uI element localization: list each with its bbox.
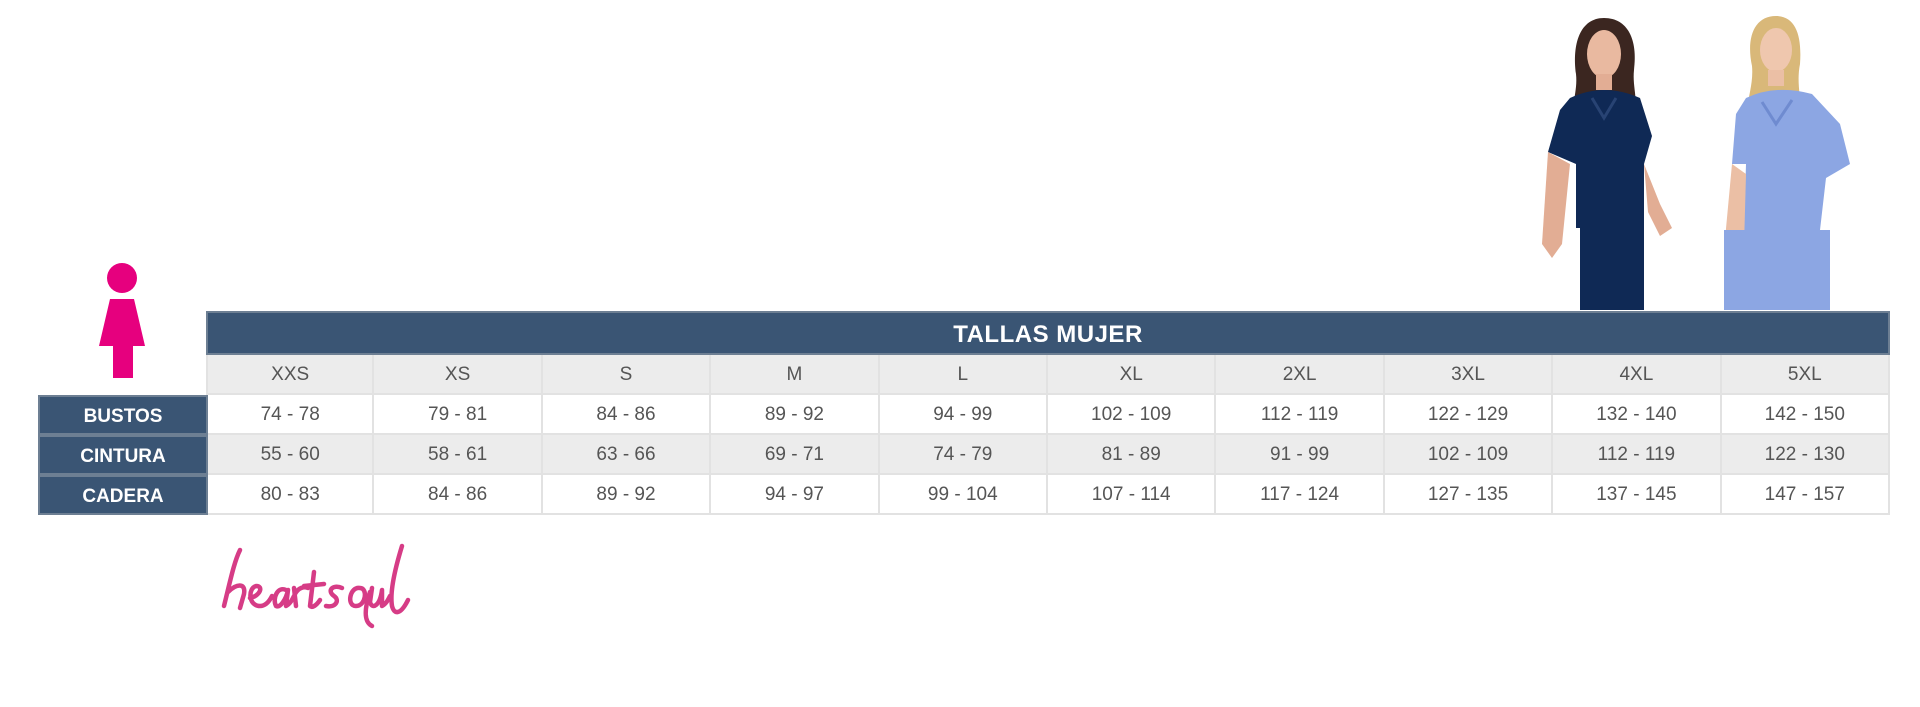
- measure-cell: 112 - 119: [1553, 435, 1722, 475]
- measure-cell: 107 - 114: [1047, 475, 1217, 515]
- row-label-cintura: CINTURA: [38, 435, 208, 475]
- measure-cell: 84 - 86: [374, 475, 543, 515]
- measure-cell: 63 - 66: [542, 435, 712, 475]
- measure-cell: 147 - 157: [1721, 475, 1890, 515]
- size-header-row: XXS XS S M L XL 2XL 3XL 4XL 5XL: [206, 355, 1890, 395]
- size-cell: 5XL: [1721, 355, 1890, 395]
- size-cell: L: [879, 355, 1048, 395]
- measure-cell: 55 - 60: [206, 435, 375, 475]
- measure-cell: 94 - 97: [711, 475, 880, 515]
- measure-cell: 89 - 92: [711, 395, 880, 435]
- measure-cell: 122 - 129: [1384, 395, 1554, 435]
- row-label-cadera: CADERA: [38, 475, 208, 515]
- measure-cell: 80 - 83: [206, 475, 375, 515]
- size-cell: XL: [1047, 355, 1217, 395]
- size-cell: S: [542, 355, 712, 395]
- table-title: TALLAS MUJER: [206, 311, 1890, 355]
- row-labels: BUSTOS CINTURA CADERA: [38, 395, 208, 515]
- measure-cell: 74 - 78: [206, 395, 375, 435]
- measure-cell: 94 - 99: [879, 395, 1048, 435]
- measure-cell: 58 - 61: [374, 435, 543, 475]
- measure-cell: 74 - 79: [879, 435, 1048, 475]
- measure-cell: 81 - 89: [1047, 435, 1217, 475]
- size-cell: 3XL: [1384, 355, 1554, 395]
- size-cell: 2XL: [1216, 355, 1385, 395]
- heartsoul-logo: [221, 543, 411, 629]
- measure-cell: 91 - 99: [1216, 435, 1385, 475]
- measure-cell: 84 - 86: [542, 395, 712, 435]
- woman-figure-icon: [99, 263, 145, 378]
- row-label-bustos: BUSTOS: [38, 395, 208, 435]
- measure-cell: 117 - 124: [1216, 475, 1385, 515]
- measure-cell: 122 - 130: [1721, 435, 1890, 475]
- size-cell: XXS: [206, 355, 375, 395]
- measure-cell: 127 - 135: [1384, 475, 1554, 515]
- measure-cell: 132 - 140: [1553, 395, 1722, 435]
- size-chart-table: TALLAS MUJER XXS XS S M L XL 2XL 3XL 4XL…: [206, 311, 1890, 515]
- measure-cell: 102 - 109: [1047, 395, 1217, 435]
- measure-cell: 112 - 119: [1216, 395, 1385, 435]
- measure-cell: 102 - 109: [1384, 435, 1554, 475]
- size-cell: 4XL: [1553, 355, 1722, 395]
- measure-cell: 79 - 81: [374, 395, 543, 435]
- size-cell: M: [711, 355, 880, 395]
- models-photo: [1542, 16, 1850, 310]
- size-cell: XS: [374, 355, 543, 395]
- measure-cell: 99 - 104: [879, 475, 1048, 515]
- measure-cell: 69 - 71: [711, 435, 880, 475]
- table-row-cadera: 80 - 83 84 - 86 89 - 92 94 - 97 99 - 104…: [206, 475, 1890, 515]
- measure-cell: 137 - 145: [1553, 475, 1722, 515]
- table-row-bustos: 74 - 78 79 - 81 84 - 86 89 - 92 94 - 99 …: [206, 395, 1890, 435]
- measure-cell: 89 - 92: [542, 475, 712, 515]
- table-row-cintura: 55 - 60 58 - 61 63 - 66 69 - 71 74 - 79 …: [206, 435, 1890, 475]
- measure-cell: 142 - 150: [1721, 395, 1890, 435]
